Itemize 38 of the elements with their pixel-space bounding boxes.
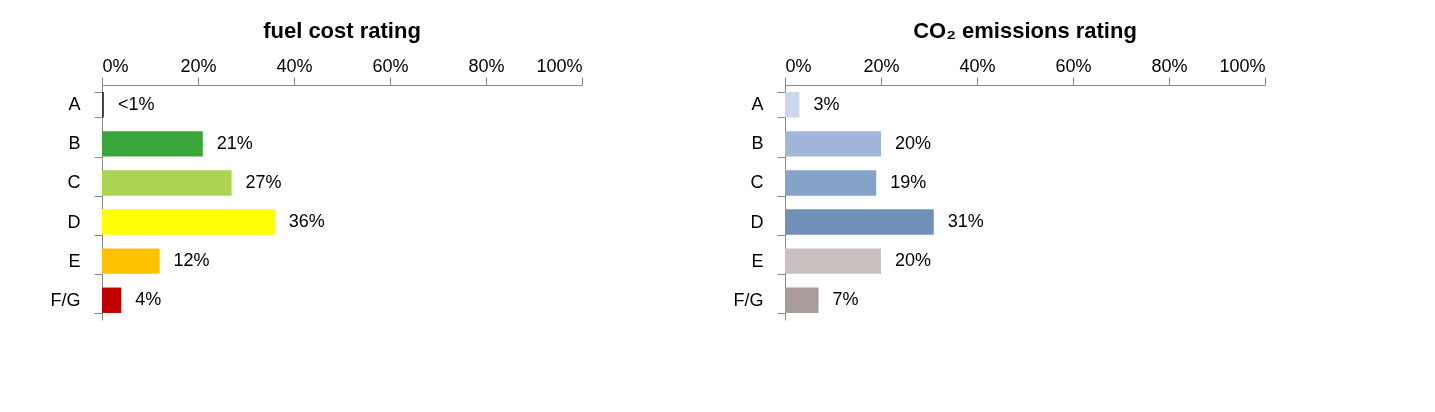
data-label: 20% [895, 132, 932, 153]
x-tick-label: 0% [785, 55, 812, 76]
y-tick-label: F/G [733, 289, 764, 310]
data-label: 36% [288, 211, 325, 232]
y-tick-label: D [67, 211, 81, 232]
x-tick-label: 100% [1219, 55, 1266, 76]
x-tick-label: 0% [102, 55, 129, 76]
data-label: <1% [117, 93, 155, 114]
y-tick-label: B [751, 133, 764, 154]
data-label: 7% [832, 289, 859, 310]
x-tick-label: 20% [863, 55, 900, 76]
y-tick-label: D [750, 211, 764, 232]
data-label: 27% [245, 171, 282, 192]
y-tick-label: A [751, 94, 764, 115]
data-label: 31% [947, 211, 984, 232]
data-label: 12% [173, 250, 210, 271]
y-tick-label: B [68, 133, 81, 154]
y-tick-label: E [68, 250, 81, 271]
x-tick-label: 80% [468, 55, 505, 76]
x-tick-label: 60% [372, 55, 409, 76]
y-tick-label: A [68, 94, 81, 115]
chart-title: fuel cost rating [263, 18, 421, 43]
y-tick-label: F/G [50, 289, 81, 310]
x-tick-label: 60% [1055, 55, 1092, 76]
x-tick-label: 100% [536, 55, 583, 76]
y-tick-label: C [67, 172, 81, 193]
x-tick-label: 20% [180, 55, 217, 76]
data-label: 21% [216, 132, 253, 153]
y-tick-label: C [750, 172, 764, 193]
data-label: 4% [135, 289, 162, 310]
y-tick-label: E [751, 250, 764, 271]
data-label: 19% [890, 171, 927, 192]
chart-title: CO₂ emissions rating [913, 18, 1137, 43]
x-tick-label: 40% [959, 55, 996, 76]
data-label: 3% [813, 93, 840, 114]
x-tick-label: 80% [1151, 55, 1188, 76]
x-tick-label: 40% [276, 55, 313, 76]
data-label: 20% [895, 250, 932, 271]
